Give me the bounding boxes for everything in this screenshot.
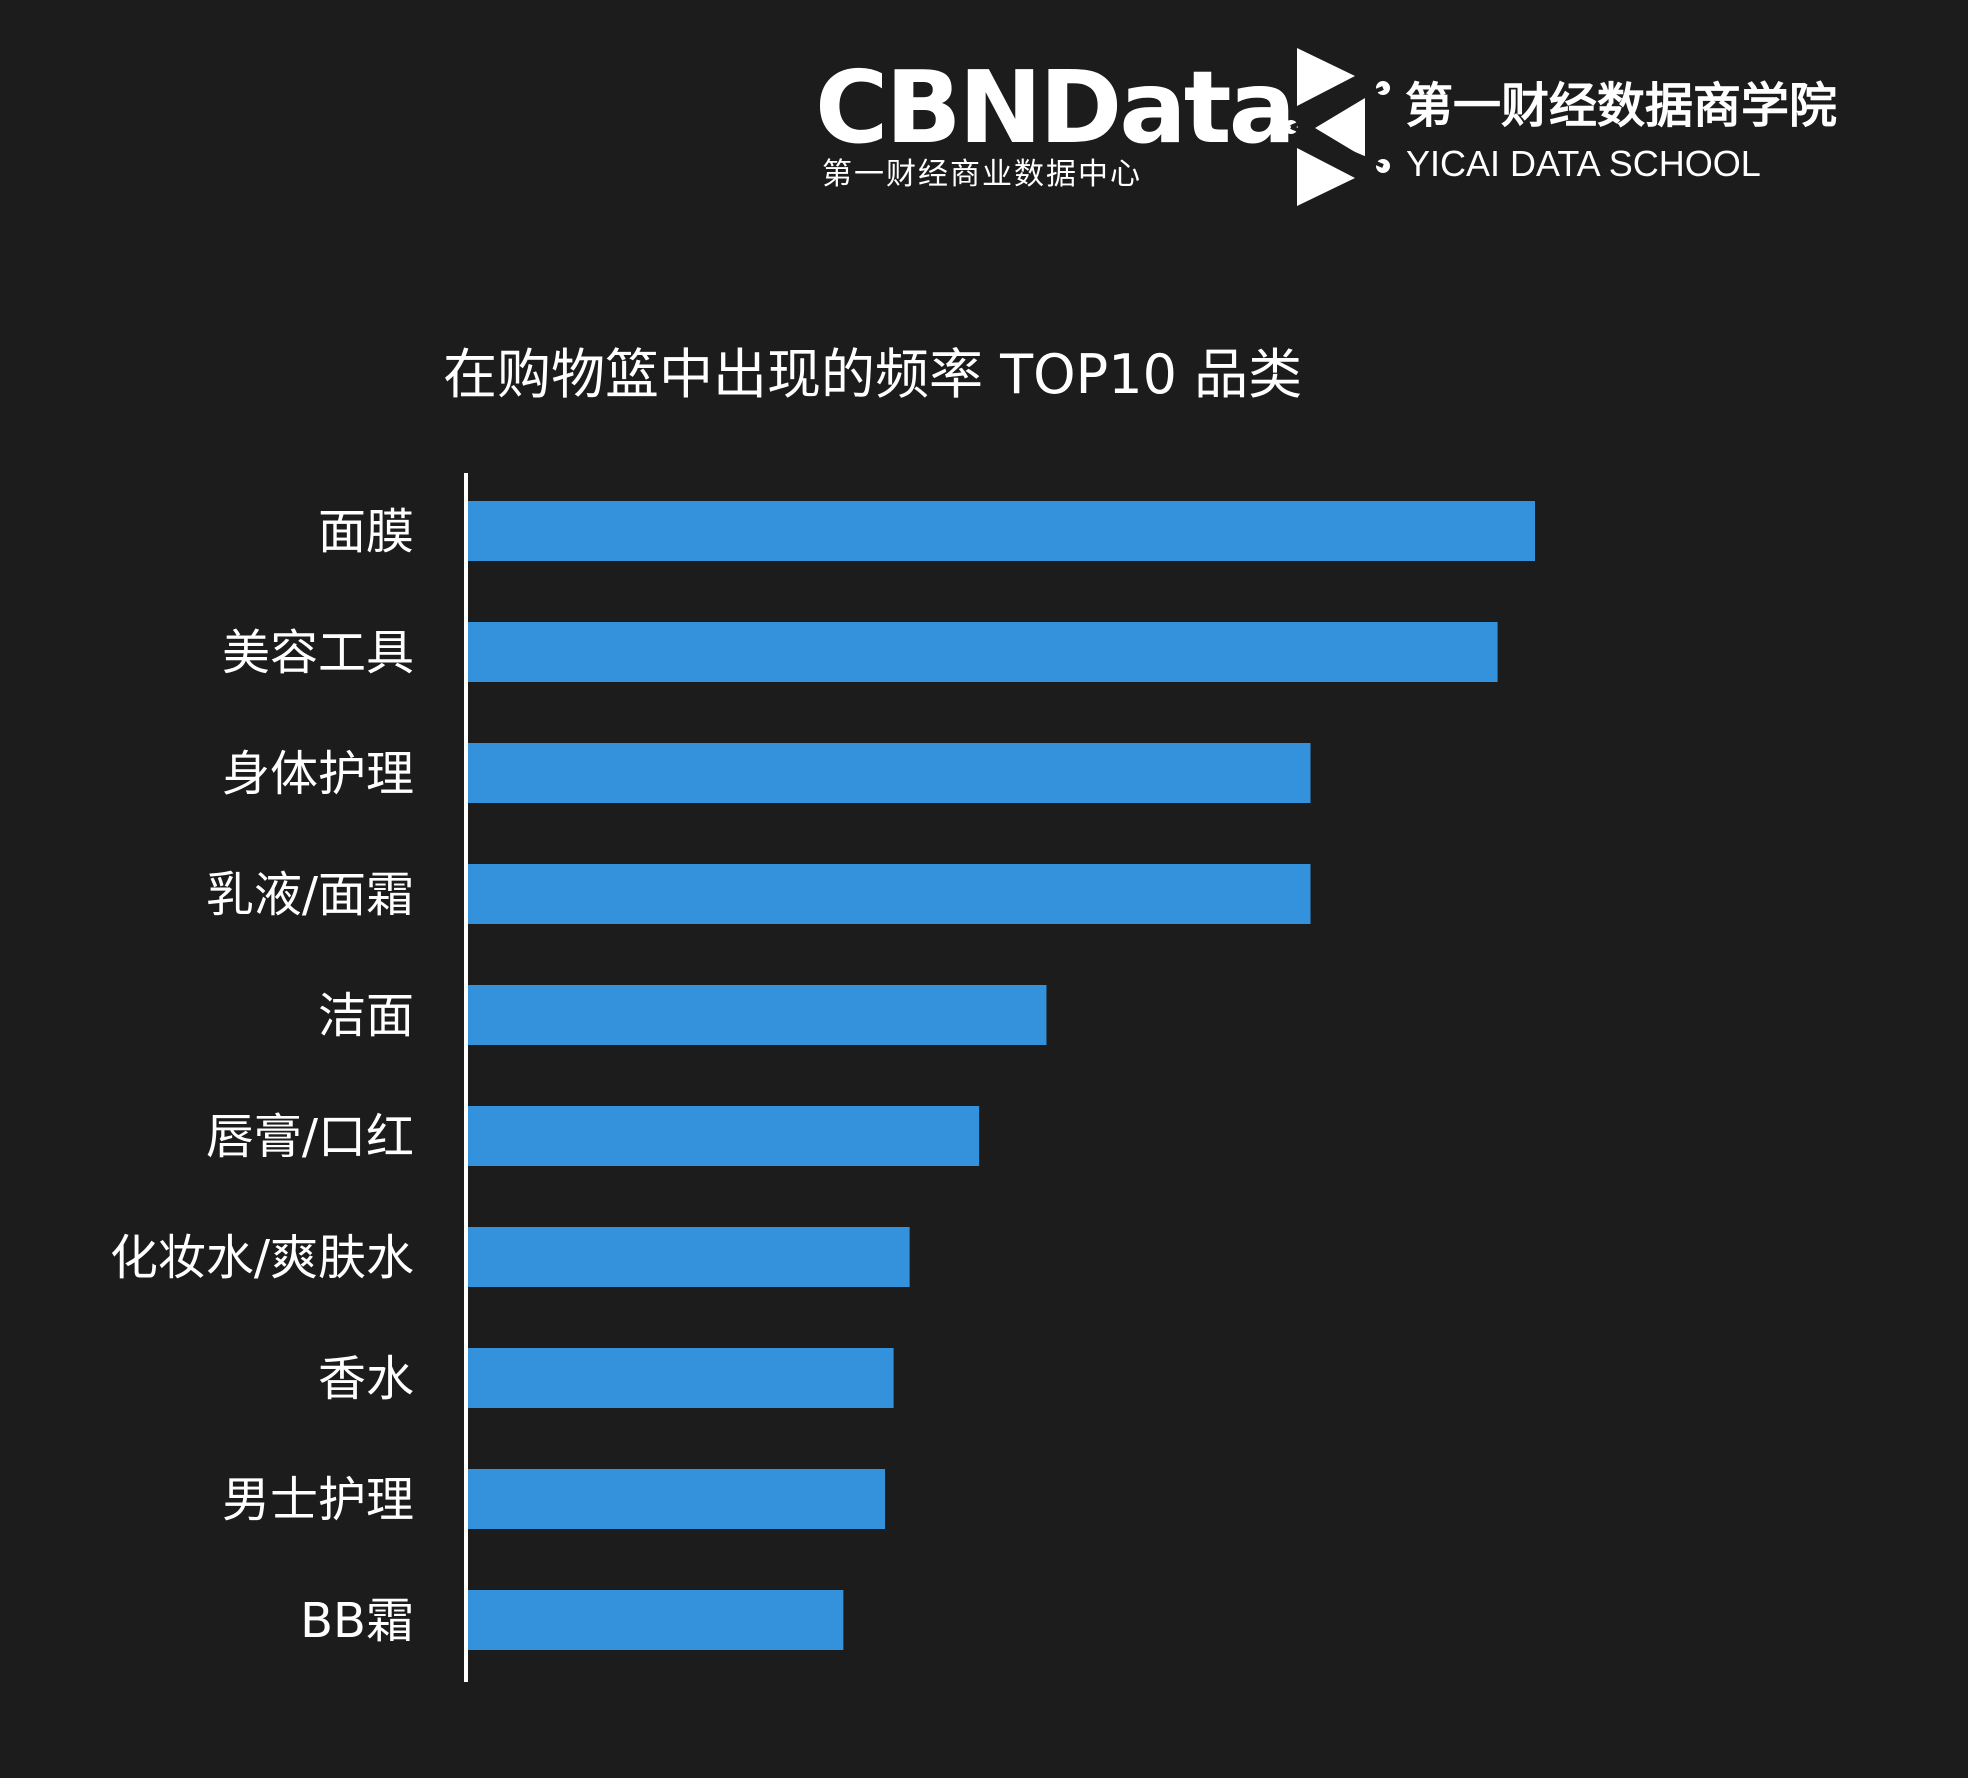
bar-4 <box>466 864 1311 924</box>
bar-10 <box>466 1590 844 1650</box>
bar-7 <box>466 1227 910 1287</box>
yicai-school-name: 第一财经数据商学院 <box>1405 78 1838 134</box>
category-label-7: 化妆水/爽肤水 <box>110 1230 414 1286</box>
bar-9 <box>466 1469 886 1529</box>
cbndata-logo: CBNData <box>815 49 1296 166</box>
category-label-3: 身体护理 <box>222 746 414 802</box>
bar-8 <box>466 1348 894 1408</box>
category-label-6: 唇膏/口红 <box>206 1109 414 1165</box>
bar-3 <box>466 743 1311 803</box>
category-label-5: 洁面 <box>318 988 414 1044</box>
category-label-10: BB霜 <box>300 1593 414 1649</box>
category-label-2: 美容工具 <box>222 625 414 681</box>
bar-2 <box>466 622 1498 682</box>
bar-6 <box>466 1106 980 1166</box>
bar-1 <box>466 501 1535 561</box>
yicai-logo-mark-icon <box>1285 48 1390 206</box>
category-label-9: 男士护理 <box>222 1472 414 1528</box>
category-label-4: 乳液/面霜 <box>206 867 414 923</box>
chart-title: 在购物篮中出现的频率 TOP10 品类 <box>443 343 1303 406</box>
yicai-school-name-en: YICAI DATA SCHOOL <box>1406 143 1761 184</box>
category-label-1: 面膜 <box>318 504 414 560</box>
cbndata-logo-subtitle: 第一财经商业数据中心 <box>822 157 1142 192</box>
bar-5 <box>466 985 1047 1045</box>
category-label-8: 香水 <box>318 1351 414 1407</box>
